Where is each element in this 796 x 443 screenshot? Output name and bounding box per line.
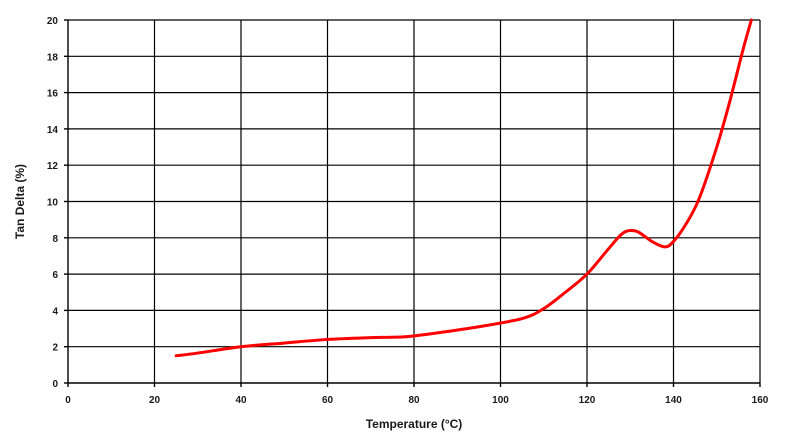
x-tick-label: 20 — [149, 395, 161, 406]
y-tick-label: 8 — [52, 234, 58, 245]
axes — [64, 19, 761, 387]
y-tick-label: 0 — [52, 379, 58, 390]
y-tick-label: 14 — [47, 125, 59, 136]
x-axis-title: Temperature (°C) — [366, 417, 463, 431]
y-tick-label: 10 — [47, 198, 59, 209]
x-tick-label: 60 — [322, 395, 334, 406]
y-tick-label: 2 — [52, 343, 58, 354]
x-tick-label: 120 — [579, 395, 596, 406]
y-tick-label: 20 — [47, 16, 59, 27]
y-tick-label: 16 — [47, 89, 59, 100]
x-tick-label: 100 — [492, 395, 509, 406]
grid — [68, 19, 761, 383]
y-tick-label: 18 — [47, 52, 59, 63]
x-tick-label: 0 — [65, 395, 71, 406]
x-tick-label: 80 — [408, 395, 420, 406]
x-tick-label: 40 — [235, 395, 247, 406]
y-tick-label: 6 — [52, 270, 58, 281]
tick-labels: 0 2 4 6 8 10 12 14 16 18 20 0 20 40 60 80 100 120 140 160 — [47, 16, 769, 406]
y-tick-label: 4 — [52, 306, 58, 317]
tan-delta-series-line — [174, 18, 753, 358]
series — [174, 18, 753, 358]
y-axis-title: Tan Delta (%) — [13, 164, 27, 239]
x-tick-label: 160 — [752, 395, 769, 406]
y-tick-label: 12 — [47, 161, 59, 172]
x-tick-label: 140 — [665, 395, 682, 406]
